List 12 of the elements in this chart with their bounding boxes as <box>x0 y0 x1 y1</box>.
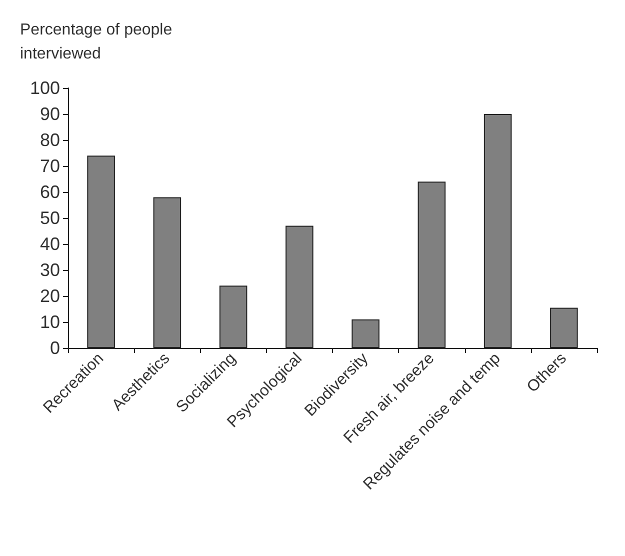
y-tick-label: 90 <box>40 104 60 124</box>
y-tick-label: 30 <box>40 260 60 280</box>
y-tick-label: 50 <box>40 208 60 228</box>
y-tick-label: 10 <box>40 312 60 332</box>
y-tick-label: 40 <box>40 234 60 254</box>
y-axis-title: Percentage of people interviewed <box>20 22 172 62</box>
y-tick-label: 100 <box>30 78 60 98</box>
y-tick-label: 20 <box>40 286 60 306</box>
y-tick-label: 0 <box>50 338 60 358</box>
y-tick-label: 80 <box>40 130 60 150</box>
y-tick-label: 60 <box>40 182 60 202</box>
y-tick-label: 70 <box>40 156 60 176</box>
